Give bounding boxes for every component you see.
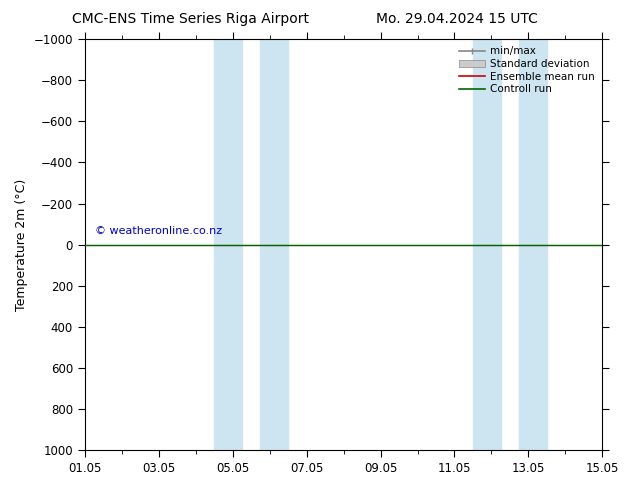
Text: © weatheronline.co.nz: © weatheronline.co.nz (95, 226, 223, 236)
Bar (261, 39, 288, 450)
Y-axis label: Temperature 2m (°C): Temperature 2m (°C) (15, 178, 28, 311)
Text: Mo. 29.04.2024 15 UTC: Mo. 29.04.2024 15 UTC (375, 12, 538, 26)
Text: CMC-ENS Time Series Riga Airport: CMC-ENS Time Series Riga Airport (72, 12, 309, 26)
Bar (214, 39, 242, 450)
Bar (473, 39, 501, 450)
Legend: min/max, Standard deviation, Ensemble mean run, Controll run: min/max, Standard deviation, Ensemble me… (457, 44, 597, 96)
Bar (519, 39, 547, 450)
